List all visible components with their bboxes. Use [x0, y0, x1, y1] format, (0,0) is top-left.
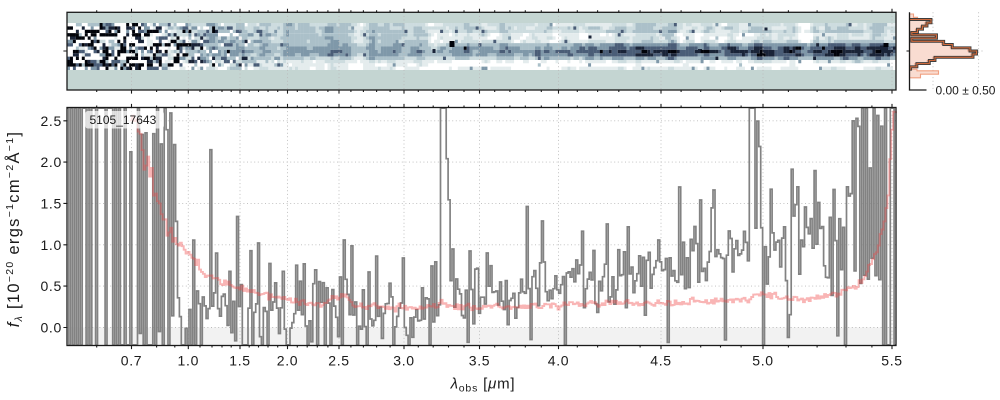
- svg-text:5.5: 5.5: [881, 353, 903, 369]
- svg-text:5.0: 5.0: [752, 353, 774, 369]
- svg-text:fλ [10−20 ergs−1cm−2Å−1]: fλ [10−20 ergs−1cm−2Å−1]: [4, 131, 25, 328]
- svg-text:0.7: 0.7: [121, 353, 143, 369]
- svg-text:4.5: 4.5: [650, 353, 672, 369]
- svg-text:3.5: 3.5: [469, 353, 491, 369]
- svg-text:5105_17643: 5105_17643: [90, 113, 157, 127]
- svg-text:4.0: 4.0: [548, 353, 570, 369]
- svg-text:1.5: 1.5: [229, 353, 251, 369]
- svg-text:0.5: 0.5: [40, 278, 62, 294]
- svg-text:0.00 ± 0.50: 0.00 ± 0.50: [936, 83, 996, 97]
- svg-text:1.0: 1.0: [178, 353, 200, 369]
- svg-text:2.5: 2.5: [328, 353, 350, 369]
- svg-text:1.5: 1.5: [40, 195, 62, 211]
- svg-text:2.0: 2.0: [40, 154, 62, 170]
- svg-text:λobs [μm]: λobs [μm]: [450, 376, 516, 395]
- svg-text:0.0: 0.0: [40, 320, 62, 336]
- svg-text:3.0: 3.0: [393, 353, 415, 369]
- svg-text:2.5: 2.5: [40, 113, 62, 129]
- svg-text:1.0: 1.0: [40, 237, 62, 253]
- svg-text:2.0: 2.0: [277, 353, 299, 369]
